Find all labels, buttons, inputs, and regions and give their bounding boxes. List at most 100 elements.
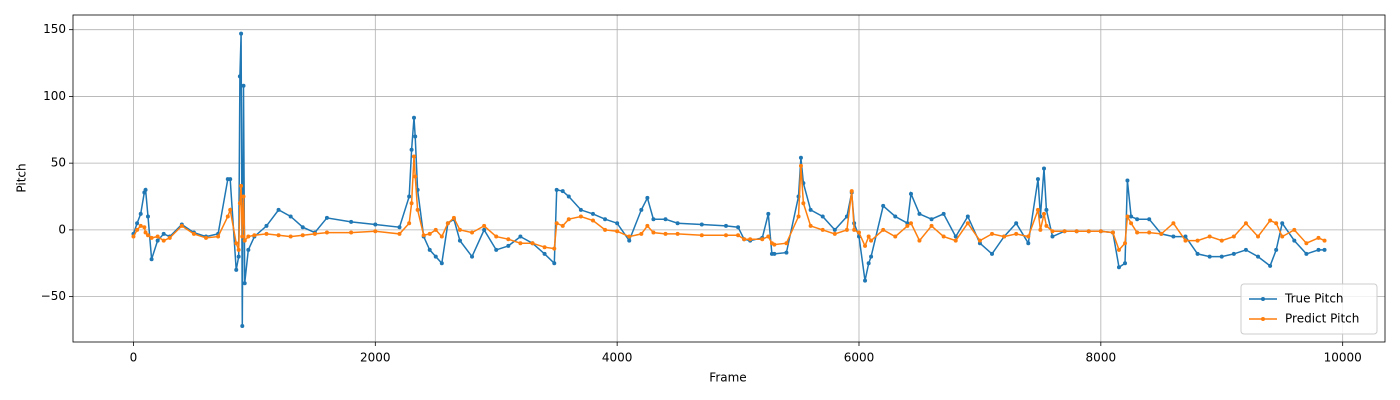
point <box>149 257 154 262</box>
point <box>240 234 245 239</box>
point <box>990 231 995 236</box>
point <box>869 238 874 243</box>
point <box>397 225 402 230</box>
point <box>798 163 803 168</box>
point <box>234 241 239 246</box>
point <box>1014 231 1019 236</box>
series <box>131 31 1327 328</box>
point <box>241 83 246 88</box>
series-line <box>132 156 1325 252</box>
point <box>167 235 172 240</box>
point <box>552 246 557 251</box>
point <box>470 254 475 259</box>
point <box>748 237 753 242</box>
point <box>1129 221 1134 226</box>
point <box>849 189 854 194</box>
point <box>191 231 196 236</box>
y-axis-label: Pitch <box>15 163 29 192</box>
legend: True Pitch Predict Pitch <box>1240 283 1378 335</box>
point <box>917 238 922 243</box>
point <box>216 234 221 239</box>
point <box>518 234 523 239</box>
y-tick-label: −50 <box>41 289 66 303</box>
point <box>264 231 269 236</box>
point <box>1256 234 1261 239</box>
point <box>1322 247 1327 252</box>
point <box>482 227 487 232</box>
point <box>373 229 378 234</box>
point <box>542 245 547 250</box>
point <box>1038 227 1043 232</box>
point <box>1002 234 1007 239</box>
point <box>1243 247 1248 252</box>
point <box>893 214 898 219</box>
point <box>645 223 650 228</box>
point <box>142 225 147 230</box>
point <box>675 221 680 226</box>
point <box>155 234 160 239</box>
point <box>1044 223 1049 228</box>
point <box>1231 234 1236 239</box>
point <box>772 242 777 247</box>
point <box>494 234 499 239</box>
point <box>411 115 416 120</box>
point <box>856 230 861 235</box>
point <box>941 234 946 239</box>
point <box>161 238 166 243</box>
point <box>439 261 444 266</box>
point <box>615 221 620 226</box>
point <box>590 218 595 223</box>
point <box>893 234 898 239</box>
y-tick-label: 0 <box>58 222 66 236</box>
point <box>1183 238 1188 243</box>
legend-marker <box>1261 297 1265 301</box>
point <box>766 211 771 216</box>
point <box>808 223 813 228</box>
point <box>651 217 656 222</box>
point <box>917 211 922 216</box>
point <box>908 191 913 196</box>
point <box>863 278 868 283</box>
point <box>225 214 230 219</box>
point <box>246 234 251 239</box>
point <box>554 221 559 226</box>
point <box>1086 229 1091 234</box>
point <box>411 154 416 159</box>
point <box>965 221 970 226</box>
point <box>324 230 329 235</box>
point <box>1147 217 1152 222</box>
point <box>242 238 247 243</box>
point <box>723 223 728 228</box>
point <box>615 229 620 234</box>
point <box>240 323 245 328</box>
point <box>1256 254 1261 259</box>
point <box>990 251 995 256</box>
point <box>639 231 644 236</box>
point <box>1195 251 1200 256</box>
point <box>1147 230 1152 235</box>
point <box>645 195 650 200</box>
point <box>349 219 354 224</box>
point <box>1035 207 1040 212</box>
legend-label: True Pitch <box>1284 292 1344 306</box>
point <box>866 261 871 266</box>
point <box>237 201 242 206</box>
point <box>832 227 837 232</box>
point <box>1042 166 1047 171</box>
point <box>554 187 559 192</box>
point <box>566 194 571 199</box>
point <box>844 227 849 232</box>
point <box>236 254 241 259</box>
point <box>1231 251 1236 256</box>
point <box>237 74 242 79</box>
point <box>603 227 608 232</box>
point <box>590 211 595 216</box>
point <box>578 207 583 212</box>
point <box>1098 229 1103 234</box>
point <box>766 234 771 239</box>
point <box>252 233 257 238</box>
point <box>145 233 150 238</box>
point <box>1171 221 1176 226</box>
point <box>1268 263 1273 268</box>
